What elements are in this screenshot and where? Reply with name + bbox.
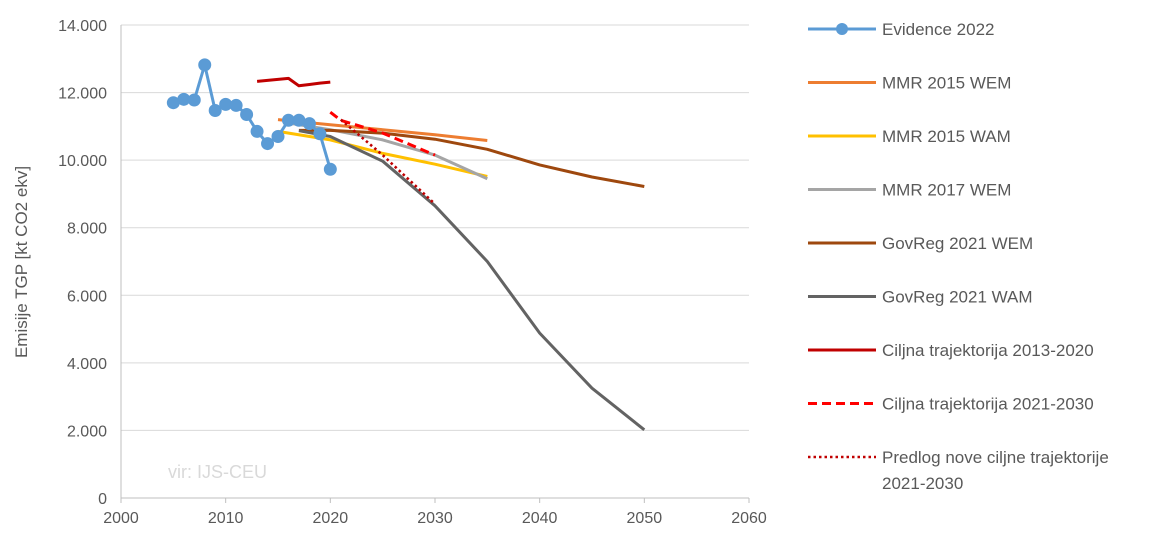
legend-label: Evidence 2022: [882, 20, 994, 39]
x-tick-label: 2060: [731, 510, 767, 527]
legend-entry-mmr-2015-wam: MMR 2015 WAM: [808, 127, 1011, 146]
series-lines: [166, 58, 646, 431]
y-tick-label: 4.000: [67, 356, 107, 373]
legend-label: 2021-2030: [882, 474, 963, 493]
y-axis-tick-labels: 0 2.000 4.000 6.000 8.000 10.000 12.000 14.000: [58, 18, 107, 508]
x-axis-tick-labels: 2000 2010 2020 2030 2040 2050 2060: [103, 510, 767, 527]
legend-label: MMR 2017 WEM: [882, 181, 1011, 200]
x-tick-label: 2040: [522, 510, 558, 527]
series-line: [288, 121, 488, 181]
series-mmr-2015-wam: [277, 129, 488, 178]
y-tick-label: 0: [98, 491, 107, 508]
y-tick-label: 10.000: [58, 153, 107, 170]
y-tick-label: 8.000: [67, 221, 107, 238]
legend-label: Predlog nove ciljne trajektorije: [882, 448, 1109, 467]
legend-entry-govreg-2021-wam: GovReg 2021 WAM: [808, 288, 1033, 307]
legend-label: MMR 2015 WAM: [882, 127, 1011, 146]
series-govreg-2021-wem: [298, 128, 645, 188]
legend-label: Ciljna trajektorija 2021-2030: [882, 395, 1094, 414]
legend-marker: [836, 23, 848, 35]
series-predlog-nove-ciljne-trajektorije-2021-2030: [339, 118, 436, 206]
series-ciljna-trajektorija-2021-2030: [329, 111, 436, 157]
gridlines: [121, 24, 749, 431]
legend-entry-evidence-2022: Evidence 2022: [808, 20, 994, 39]
series-line: [298, 128, 645, 188]
series-line: [256, 76, 331, 88]
data-point: [240, 108, 254, 122]
legend-entry-predlog-nove-ciljne-trajektorije-2021-2030: Predlog nove ciljne trajektorije 2021-203…: [808, 448, 1109, 493]
series-line: [277, 129, 488, 178]
data-point: [302, 117, 316, 131]
x-tick-label: 2050: [627, 510, 663, 527]
data-point: [250, 124, 264, 138]
series-line: [339, 118, 436, 206]
y-tick-label: 2.000: [67, 423, 107, 440]
x-tick-label: 2030: [417, 510, 453, 527]
data-point: [261, 137, 275, 151]
y-tick-label: 12.000: [58, 86, 107, 103]
x-tick-label: 2010: [208, 510, 244, 527]
x-tick-label: 2020: [313, 510, 349, 527]
data-point: [187, 93, 201, 107]
legend-entry-mmr-2017-wem: MMR 2017 WEM: [808, 181, 1011, 200]
series-line: [298, 129, 646, 431]
legend-entry-ciljna-trajektorija-2021-2030: Ciljna trajektorija 2021-2030: [808, 395, 1094, 414]
legend-entry-ciljna-trajektorija-2013-2020: Ciljna trajektorija 2013-2020: [808, 341, 1094, 360]
legend-entry-govreg-2021-wem: GovReg 2021 WEM: [808, 234, 1033, 253]
series-line: [329, 111, 436, 157]
data-point: [198, 58, 212, 72]
legend: Evidence 2022 MMR 2015 WEM MMR 2015 WAM MMR…: [808, 20, 1109, 493]
y-tick-label: 14.000: [58, 18, 107, 35]
data-point: [271, 129, 285, 143]
series-ciljna-trajektorija-2013-2020: [256, 76, 331, 88]
legend-label: Ciljna trajektorija 2013-2020: [882, 341, 1094, 360]
y-axis-title: Emisije TGP [kt CO2 ekv]: [12, 166, 31, 358]
x-tick-label: 2000: [103, 510, 139, 527]
legend-entry-mmr-2015-wem: MMR 2015 WEM: [808, 74, 1011, 93]
legend-label: GovReg 2021 WAM: [882, 288, 1033, 307]
data-point: [208, 103, 222, 117]
series-govreg-2021-wam: [298, 129, 646, 431]
series-evidence-2022: [166, 58, 337, 176]
legend-label: MMR 2015 WEM: [882, 74, 1011, 93]
series-mmr-2017-wem: [288, 121, 488, 181]
data-point: [323, 162, 337, 176]
axes: [120, 25, 750, 503]
source-note: vir: IJS-CEU: [168, 462, 267, 482]
data-point: [229, 98, 243, 112]
y-tick-label: 6.000: [67, 288, 107, 305]
legend-label: GovReg 2021 WEM: [882, 234, 1033, 253]
data-point: [313, 127, 327, 141]
